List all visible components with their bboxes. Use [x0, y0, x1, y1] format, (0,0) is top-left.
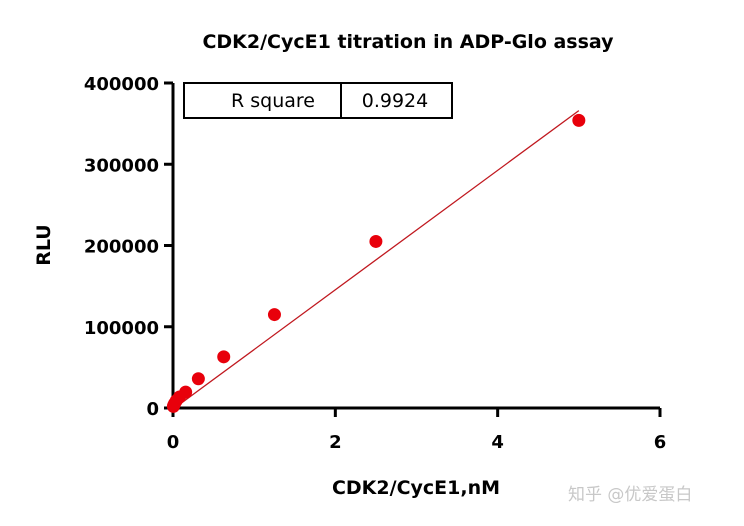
y-tick-label: 200000 — [84, 237, 159, 258]
y-tick-label: 0 — [146, 399, 159, 420]
x-tick-label: 4 — [491, 432, 504, 453]
fit-line-group — [172, 110, 580, 410]
data-point — [191, 372, 205, 386]
y-tick-label: 400000 — [84, 74, 159, 95]
r-square-box: R square 0.9924 — [183, 82, 453, 119]
watermark: 知乎 @优爱蛋白 — [568, 485, 692, 505]
x-tick-label: 0 — [167, 432, 180, 453]
data-points — [166, 113, 586, 413]
data-point — [572, 113, 586, 127]
fit-line — [172, 110, 580, 410]
data-point — [217, 350, 231, 364]
y-tick-label: 300000 — [84, 155, 159, 176]
chart-title: CDK2/CycE1 titration in ADP-Glo assay — [202, 31, 614, 53]
r-square-box-frame — [183, 82, 453, 119]
y-axis-label: RLU — [33, 224, 55, 266]
y-tick-label: 100000 — [84, 318, 159, 339]
x-axis-label: CDK2/CycE1,nM — [332, 477, 500, 499]
x-tick-label: 2 — [329, 432, 342, 453]
data-point — [179, 385, 193, 399]
data-point — [369, 234, 383, 248]
axes: 0 2 4 6 0 100000 200000 300000 400000 — [84, 74, 666, 453]
r-square-value: 0.9924 — [362, 90, 428, 112]
x-tick-label: 6 — [654, 432, 667, 453]
r-square-label: R square — [231, 90, 315, 112]
data-point — [267, 308, 281, 322]
